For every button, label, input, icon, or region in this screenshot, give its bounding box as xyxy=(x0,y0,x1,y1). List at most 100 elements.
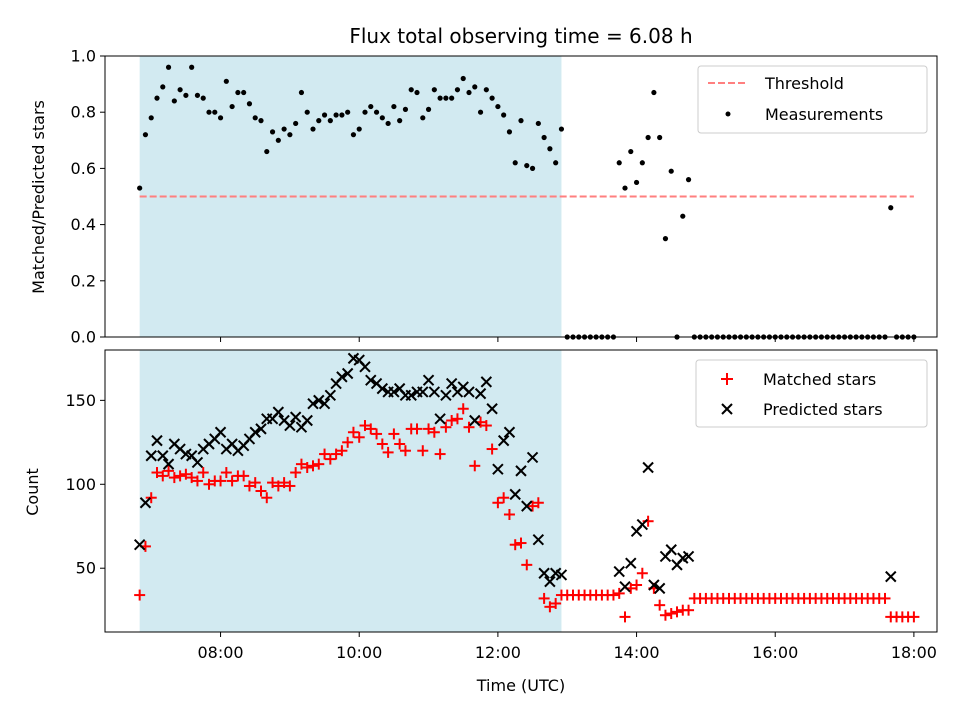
matched-point xyxy=(394,438,406,450)
predicted-point-b xyxy=(365,374,377,386)
predicted-point-b xyxy=(417,386,429,398)
matched-point xyxy=(307,460,319,472)
matched-point xyxy=(515,537,527,549)
matched-point xyxy=(480,420,492,432)
matched-point xyxy=(134,589,146,601)
bottom-legend-box xyxy=(695,359,928,428)
top-point xyxy=(535,120,541,127)
matched-point xyxy=(191,475,203,487)
bottom-legend: Matched stars Predicted stars xyxy=(695,359,928,428)
predicted-point-b xyxy=(341,367,354,380)
predicted-point-b xyxy=(619,580,631,593)
predicted-point-b xyxy=(503,426,516,438)
top-point xyxy=(356,126,362,132)
top-point xyxy=(345,109,351,115)
top-y-tick-label: 0.4 xyxy=(71,215,96,234)
top-point xyxy=(633,179,640,186)
top-point xyxy=(645,134,651,141)
legend-predicted-label: Predicted stars xyxy=(763,400,883,419)
matched-point xyxy=(186,472,198,484)
top-legend: Threshold Measurements xyxy=(697,65,928,134)
predicted-point-b xyxy=(544,575,556,588)
predicted-point xyxy=(133,539,146,551)
predicted-point-b xyxy=(180,448,192,460)
predicted-point-b xyxy=(347,352,360,365)
predicted-point xyxy=(509,488,521,501)
top-point xyxy=(137,185,143,191)
predicted-point xyxy=(486,403,498,415)
top-point xyxy=(293,120,299,127)
top-point xyxy=(160,84,166,90)
top-point xyxy=(477,109,484,115)
predicted-point-b xyxy=(538,567,550,579)
top-point xyxy=(385,120,391,127)
matched-point xyxy=(492,497,504,509)
matched-point xyxy=(330,448,342,460)
predicted-point xyxy=(653,582,666,595)
x-tick-label: 14:00 xyxy=(614,643,660,662)
top-point xyxy=(425,106,432,112)
matched-point xyxy=(180,468,192,480)
top-point xyxy=(321,112,328,118)
predicted-point xyxy=(365,374,377,386)
matched-point xyxy=(278,477,290,489)
predicted-point-b xyxy=(388,386,400,398)
legend-matched-swatch xyxy=(721,373,733,385)
predicted-point-b xyxy=(480,376,493,388)
matched-point xyxy=(532,497,544,509)
matched-point xyxy=(261,492,273,504)
predicted-point xyxy=(249,426,261,438)
top-point xyxy=(501,112,507,118)
predicted-point-b xyxy=(665,544,677,556)
top-point xyxy=(200,95,206,101)
predicted-point-b xyxy=(133,539,146,551)
predicted-point xyxy=(544,575,556,588)
bottom-y-tick-label: 50 xyxy=(76,559,96,578)
predicted-point-b xyxy=(422,374,435,386)
predicted-point-b xyxy=(168,438,181,450)
matched-point xyxy=(313,458,325,470)
top-point xyxy=(333,112,339,118)
top-point xyxy=(680,213,686,219)
matched-point xyxy=(388,428,400,440)
matched-point xyxy=(145,492,157,504)
top-point xyxy=(414,89,420,96)
predicted-point xyxy=(289,411,302,423)
predicted-point xyxy=(417,386,429,398)
top-point xyxy=(616,160,622,166)
predicted-point-b xyxy=(284,419,296,432)
matched-point xyxy=(463,421,475,433)
bottom-x-ticks: 08:00 10:00 12:00 14:00 16:00 18:00 xyxy=(198,632,937,662)
matched-point xyxy=(284,480,296,492)
predicted-point-b xyxy=(497,434,510,447)
predicted-point xyxy=(336,371,348,383)
top-y-tick-label: 0.8 xyxy=(71,103,96,122)
top-point xyxy=(212,109,218,115)
matched-point xyxy=(636,567,648,579)
matched-point xyxy=(434,448,446,460)
top-point xyxy=(558,126,565,132)
top-point xyxy=(420,115,426,121)
top-y-ticks: 0.0 0.2 0.4 0.6 0.8 1.0 xyxy=(71,47,105,347)
predicted-point xyxy=(682,550,695,563)
matched-point xyxy=(220,467,232,479)
top-point xyxy=(529,165,536,171)
predicted-point xyxy=(434,413,446,425)
predicted-point-b xyxy=(278,414,290,427)
matched-point xyxy=(659,609,671,621)
top-point xyxy=(241,89,247,96)
predicted-point xyxy=(492,463,504,475)
top-point xyxy=(518,118,524,124)
predicted-point xyxy=(515,465,527,477)
bottom-y-ticks: 50 100 150 xyxy=(65,391,105,578)
matched-point xyxy=(486,443,498,455)
top-point xyxy=(362,109,368,115)
top-point xyxy=(379,115,385,121)
top-point xyxy=(541,134,547,141)
matched-point xyxy=(527,500,539,512)
top-point xyxy=(628,148,634,155)
top-point xyxy=(206,109,212,115)
top-y-tick-label: 0.6 xyxy=(71,159,96,178)
matched-point xyxy=(544,601,556,613)
